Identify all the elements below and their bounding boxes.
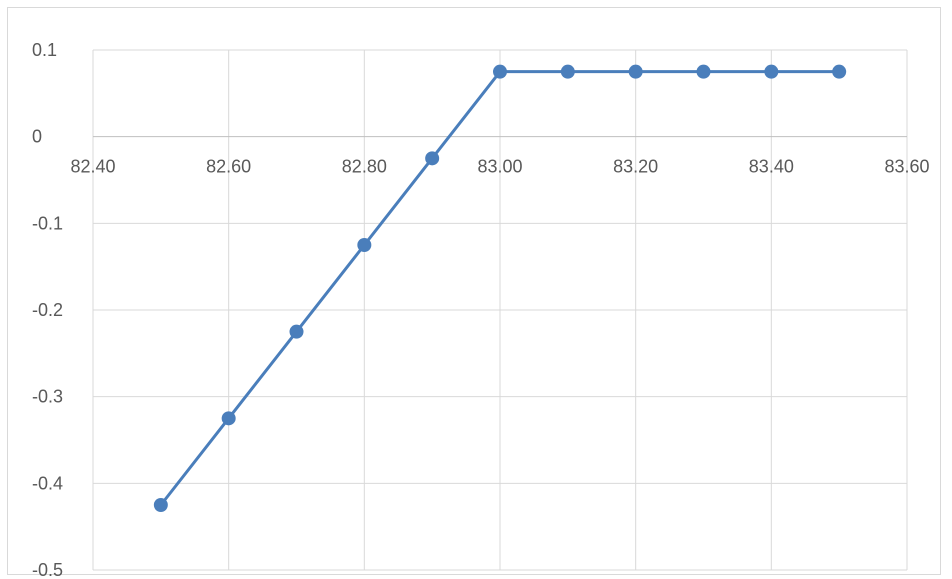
data-point: [221, 411, 236, 426]
y-tick-label: -0.3: [32, 387, 63, 407]
y-tick-label: 0: [32, 127, 42, 147]
y-tick-label: -0.1: [32, 213, 63, 233]
x-tick-label: 83.20: [613, 157, 658, 177]
data-point: [764, 64, 779, 79]
tick-labels: 0.1 0 -0.1 -0.2 -0.3 -0.4 -0.5 82.40 82.60 82.80 8…: [32, 40, 930, 579]
chart-border: [7, 7, 941, 575]
data-point: [493, 64, 507, 79]
data-point: [357, 238, 372, 252]
y-tick-label: -0.4: [32, 473, 63, 493]
y-tick-label: -0.2: [32, 300, 63, 320]
grid-lines: [92, 49, 908, 571]
x-tick-label: 83.00: [477, 157, 522, 177]
data-point: [153, 498, 168, 512]
x-tick-label: 83.40: [749, 157, 794, 177]
series-layer: [153, 64, 847, 512]
y-tick-label: 0.1: [32, 40, 57, 60]
data-point: [425, 151, 440, 166]
data-point: [628, 64, 643, 79]
y-tick-label: -0.5: [32, 560, 63, 579]
data-point: [696, 64, 711, 79]
x-tick-label: 82.60: [206, 157, 251, 177]
x-tick-label: 82.40: [70, 157, 115, 177]
data-point: [832, 64, 847, 79]
x-tick-label: 82.80: [342, 157, 387, 177]
data-point: [289, 324, 304, 339]
data-point: [560, 64, 575, 79]
x-tick-label: 83.60: [884, 157, 929, 177]
